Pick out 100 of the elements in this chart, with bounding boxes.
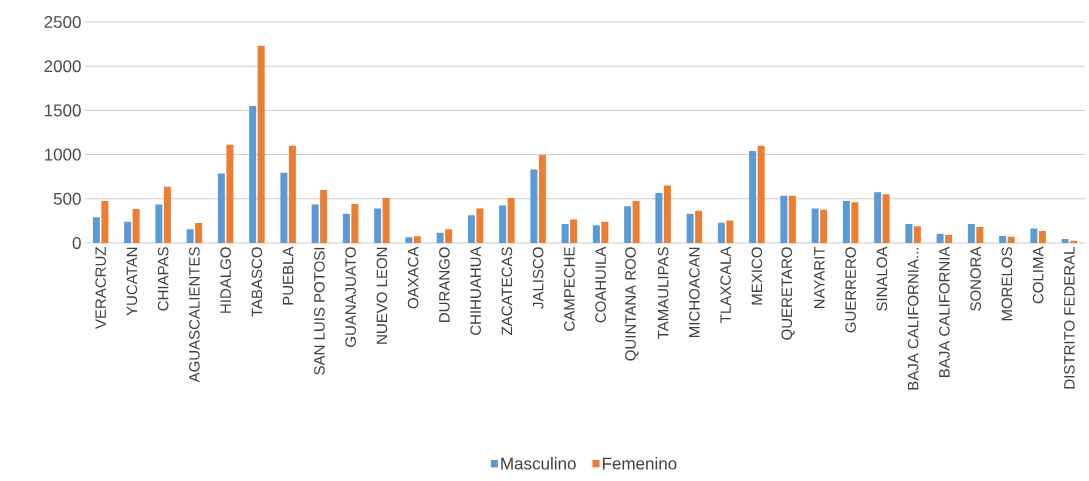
bar [757,145,765,243]
bar [820,209,828,243]
x-tick-label: VERACRUZ [95,247,106,329]
bar [249,105,257,243]
bar [695,210,703,243]
bar [342,213,350,243]
x-tick-label: DURANGO [439,247,450,322]
bar [749,151,757,243]
bar [382,197,390,243]
x-tick-label: HIDALGO [220,247,231,313]
bar [101,201,109,243]
bar [811,208,819,243]
bar [311,204,319,243]
x-tick-label: TAMAULIPAS [657,247,669,339]
bar [186,229,194,243]
x-tick-label: JALISCO [532,247,544,309]
bar [717,222,725,243]
bar [405,237,413,243]
bar [842,201,850,243]
bar [976,227,984,243]
bar [413,236,421,243]
y-tick-label: 500 [53,192,81,205]
x-tick-label: CHIHUAHUA [470,246,481,335]
bar [663,185,671,243]
x-tick-label: NUEVO LEON [376,247,388,344]
bar [874,192,882,243]
x-tick-label: OAXACA [407,246,419,309]
bar [124,221,132,243]
bar [217,173,225,243]
x-tick-label: BAJA CALIFORNIA [939,246,950,377]
x-tick-label: MEXICO [751,247,763,305]
bar [132,208,140,243]
legend-label: Femenino [602,457,677,470]
bar [999,235,1007,243]
x-tick-label: AGUASCALIENTES [189,247,200,383]
x-tick-label: QUINTANA ROO [625,247,639,361]
x-tick-label: COAHUILA [595,246,606,323]
x-tick-label: TABASCO [251,247,263,317]
x-tick-label: DISTRITO FEDERAL [1064,247,1075,389]
x-tick-label: TLAXCALA [720,246,731,323]
x-tick-label: GUANAJUATO [345,247,356,347]
bar [320,189,328,243]
x-tick-label: BAJA CALIFORNIA... [907,247,919,390]
bar [92,217,100,243]
bar [561,223,569,243]
y-tick-label: 2000 [44,60,81,73]
bar [632,201,640,243]
bar [967,223,975,243]
bar [476,208,484,243]
bar [570,219,578,243]
bar [436,232,444,243]
x-tick-label: QUERETARO [781,247,795,340]
x-tick-label: CHIAPAS [157,247,169,311]
bar [288,145,296,243]
x-tick-label: SINALOA [876,246,888,311]
bar [195,223,203,243]
bar [945,235,953,243]
bar [882,194,890,243]
x-tick-label: GUERRERO [845,247,856,333]
x-tick-label: CAMPECHE [564,247,575,331]
x-tick-label: SAN LUIS POTOSI [314,247,325,375]
y-tick-label: 1000 [44,148,81,161]
bar [163,186,171,243]
bar [1007,236,1015,243]
bar [788,195,796,243]
bar [226,144,234,243]
x-tick-label: SONORA [970,246,981,311]
x-tick-label: PUEBLA [282,246,294,305]
bar [445,229,453,243]
x-tick-label: MORELOS [1001,247,1013,321]
bar [155,204,163,243]
bar [374,208,382,243]
bar [780,195,788,243]
bar [467,215,475,243]
x-tick-label: ZACATECAS [501,247,513,335]
x-tick-label: NAYARIT [814,246,825,309]
y-tick-label: 0 [72,236,81,250]
bar [601,221,609,243]
bar [499,205,507,243]
bar [913,226,921,243]
bar [686,213,694,243]
bar [257,45,265,243]
bar [905,223,913,243]
legend-label: Masculino [501,457,576,470]
bar [655,193,663,243]
bar [1038,231,1046,243]
x-tick-label: COLIMA [1032,246,1044,304]
bar [624,206,632,243]
bar [507,197,515,243]
y-tick-label: 2500 [44,15,81,29]
bar [1030,228,1038,243]
bar [851,202,859,243]
bar [1070,240,1078,243]
bar [280,172,288,243]
bar [592,225,600,243]
bar [351,204,359,243]
x-tick-label: MICHOACAN [689,247,700,337]
bar [726,220,734,243]
bar [936,233,944,243]
bar [538,155,546,243]
